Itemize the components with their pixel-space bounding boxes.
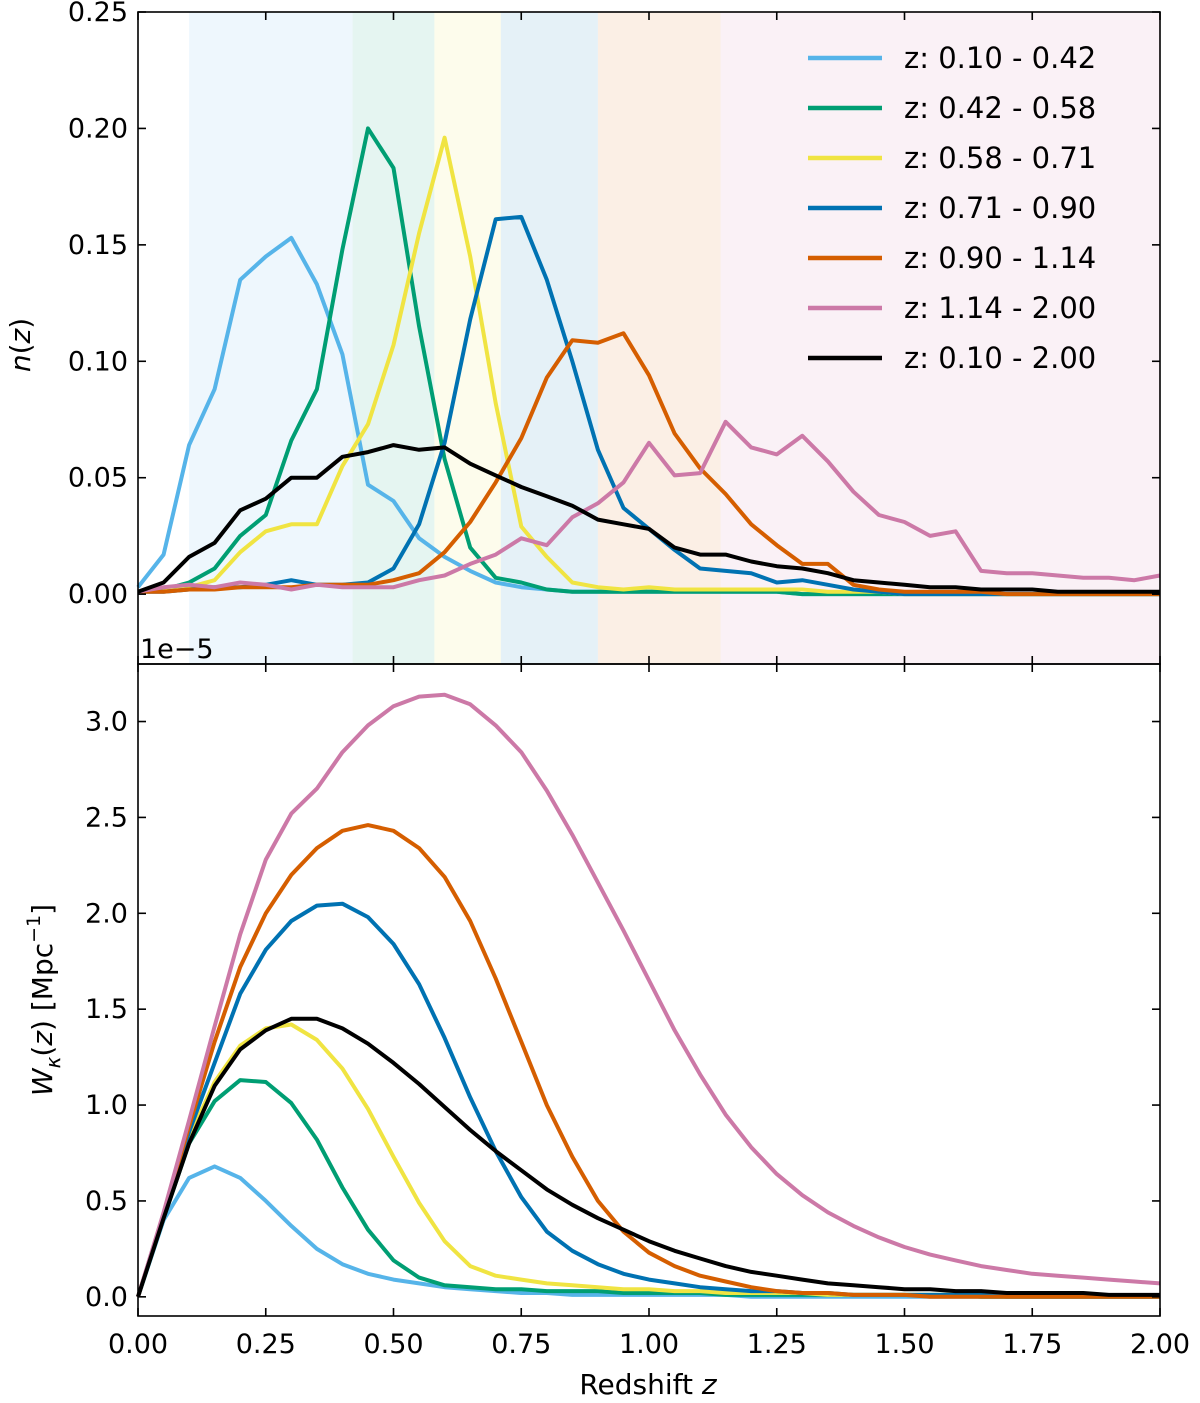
- kernel-series-4: [136, 901, 1160, 1299]
- legend-label-7: z: 0.10 - 2.00: [904, 341, 1096, 375]
- legend-label-4: z: 0.71 - 0.90: [904, 191, 1096, 225]
- legend-label-1: z: 0.10 - 0.42: [904, 41, 1096, 75]
- kernel-xtick-label: 0.00: [108, 1329, 168, 1360]
- kernel-xtick-label: 0.75: [491, 1329, 551, 1360]
- kernel-series-lines: [136, 692, 1161, 1299]
- nz-ytick-label: 0.10: [68, 346, 128, 377]
- nz-y-axis-label: n(z): [4, 318, 37, 372]
- kernel-ytick-label: 0.0: [85, 1282, 128, 1313]
- nz-ytick-label: 0.20: [68, 113, 128, 144]
- kernel-ytick-label: 0.5: [85, 1186, 128, 1217]
- kernel-ytick-label: 2.5: [85, 802, 128, 833]
- kernel-series-6: [136, 692, 1161, 1298]
- kernel-series-1: [136, 1164, 1160, 1299]
- kernel-ytick-label: 3.0: [85, 707, 128, 738]
- kernel-ytick-label: 2.0: [85, 898, 128, 929]
- kernel-ytick-label: 1.0: [85, 1090, 128, 1121]
- kernel-xtick-label: 1.00: [619, 1329, 679, 1360]
- lensing-kernel-panel: 0.0 0.5 1.0 1.5 2.0 2.5 3.0 0.00 0.25 0.50 0.75 1.0…: [23, 663, 1190, 1401]
- nz-series-6: [137, 419, 1161, 594]
- nz-ytick-label: 0.25: [68, 0, 128, 28]
- kernel-xtick-label: 1.75: [1002, 1329, 1062, 1360]
- legend-label-2: z: 0.42 - 0.58: [904, 91, 1096, 125]
- legend-label-3: z: 0.58 - 0.71: [904, 141, 1096, 175]
- nz-series-lines: [136, 126, 1161, 597]
- legend-label-5: z: 0.90 - 1.14: [904, 241, 1096, 275]
- x-axis-label: Redshift z: [579, 1368, 718, 1401]
- nz-ytick-label: 0.05: [68, 463, 128, 494]
- kernel-series-7: [136, 1016, 1160, 1298]
- kernel-axes: 0.0 0.5 1.0 1.5 2.0 2.5 3.0 0.00 0.25 0.50 0.75 1.0…: [85, 663, 1190, 1360]
- kernel-xtick-label: 1.50: [874, 1329, 934, 1360]
- kernel-xtick-label: 0.50: [363, 1329, 423, 1360]
- kernel-series-3: [136, 1022, 1160, 1299]
- nz-series-7: [137, 443, 1160, 594]
- kernel-xtick-label: 0.25: [236, 1329, 296, 1360]
- bin-band-4: [500, 12, 598, 664]
- redshift-bin-bands: [189, 12, 1160, 664]
- kernel-axes-frame: [137, 663, 1161, 1317]
- nz-ytick-label: 0.00: [68, 579, 128, 610]
- kernel-xtick-label: 1.25: [747, 1329, 807, 1360]
- legend-label-6: z: 1.14 - 2.00: [904, 291, 1096, 325]
- kernel-xtick-label: 2.00: [1130, 1329, 1190, 1360]
- nz-ytick-label: 0.15: [68, 230, 128, 261]
- nz-panel: 0.000.050.100.150.200.25 z: 0.10 - 0.42z…: [4, 0, 1161, 665]
- offset-text: 1e−5: [140, 634, 214, 665]
- legend: z: 0.10 - 0.42 z: 0.42 - 0.58 z: 0.58 - 0.…: [808, 41, 1096, 375]
- kernel-ytick-label: 1.5: [85, 994, 128, 1025]
- kernel-series-2: [136, 1078, 1160, 1299]
- kernel-series-5: [136, 823, 1160, 1299]
- kernel-y-axis-label: Wκ(z) [Mpc−1]: [23, 904, 65, 1096]
